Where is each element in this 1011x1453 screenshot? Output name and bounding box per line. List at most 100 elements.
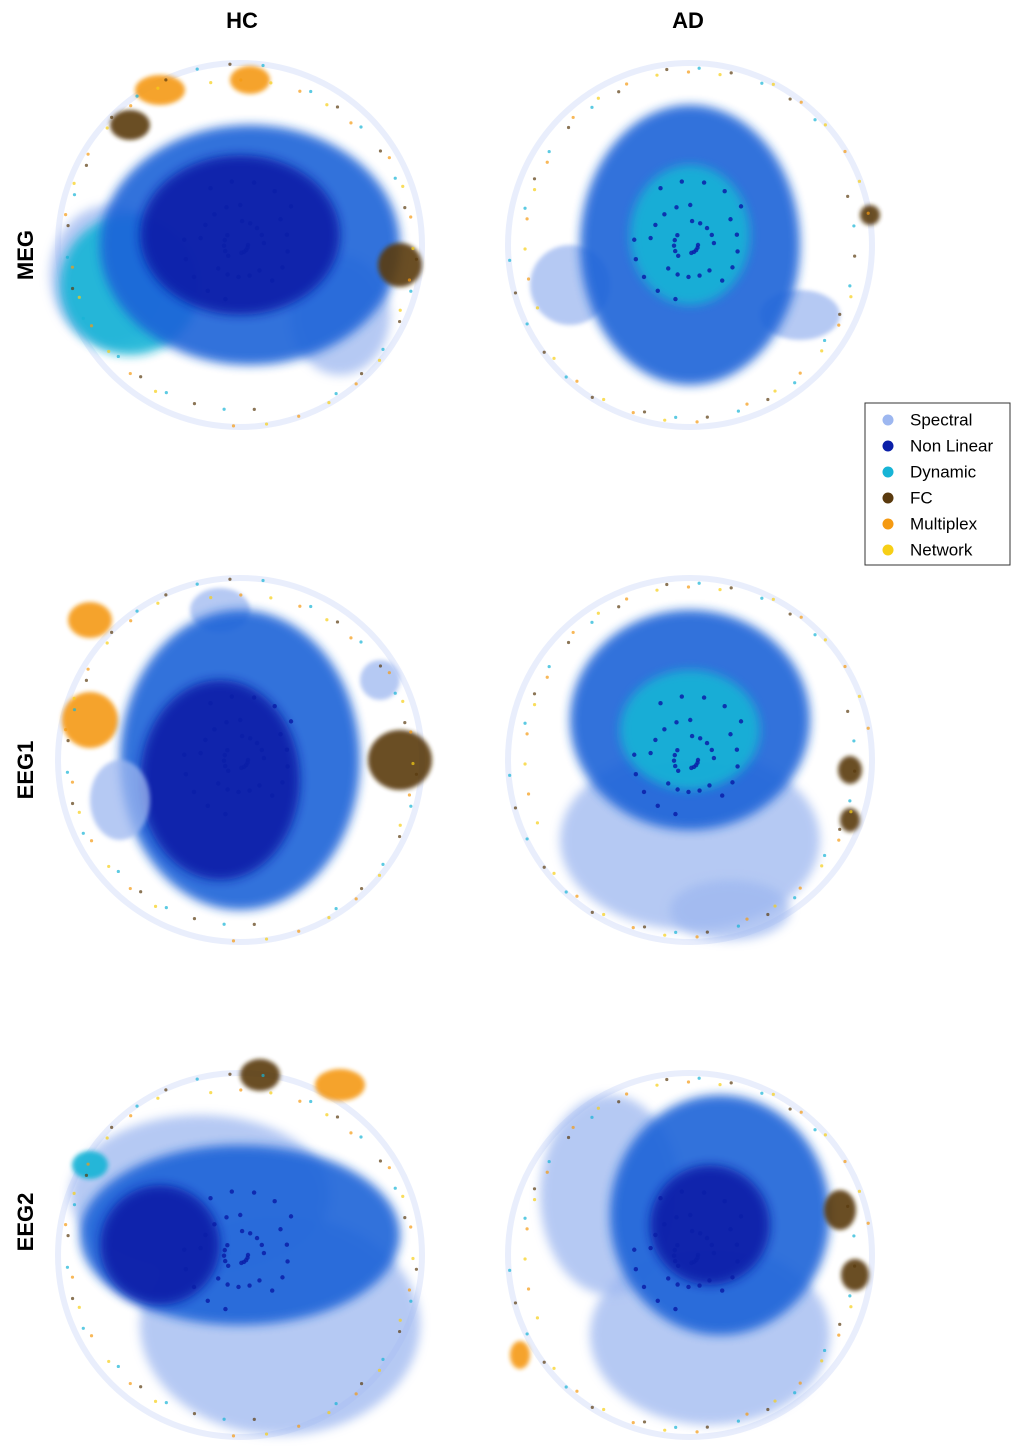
node	[523, 762, 526, 765]
node	[193, 917, 196, 920]
node	[656, 804, 660, 808]
legend-label: Dynamic	[910, 462, 977, 481]
node	[209, 596, 212, 599]
row-label: EEG1	[13, 741, 38, 800]
node	[260, 1243, 264, 1247]
node	[403, 1216, 406, 1219]
node	[536, 306, 539, 309]
node	[409, 730, 412, 733]
node	[674, 720, 678, 724]
node	[846, 195, 849, 198]
node	[673, 1307, 677, 1311]
node	[548, 665, 551, 668]
node-cluster	[650, 1165, 770, 1285]
node	[252, 180, 256, 184]
node	[379, 664, 382, 667]
node	[632, 411, 635, 414]
node	[409, 1300, 412, 1303]
node	[824, 123, 827, 126]
node	[648, 751, 652, 755]
node	[223, 1259, 227, 1263]
node	[523, 1257, 526, 1260]
node	[379, 1159, 382, 1162]
node	[514, 291, 517, 294]
node	[739, 204, 743, 208]
node	[381, 863, 384, 866]
node	[238, 203, 242, 207]
node	[720, 793, 724, 797]
node	[298, 90, 301, 93]
node	[523, 247, 526, 250]
node	[285, 1259, 289, 1263]
node	[674, 931, 677, 934]
node	[525, 217, 528, 220]
node	[164, 78, 167, 81]
node	[378, 359, 381, 362]
legend-label: Non Linear	[910, 436, 994, 455]
node	[760, 597, 763, 600]
node	[165, 906, 168, 909]
node	[737, 924, 740, 927]
node	[262, 756, 266, 760]
network-panel	[508, 1073, 872, 1437]
node	[675, 748, 679, 752]
node-cluster	[630, 165, 750, 305]
node	[129, 887, 132, 890]
node	[820, 1359, 823, 1362]
node	[253, 923, 256, 926]
node	[280, 780, 284, 784]
node	[265, 1432, 268, 1435]
node	[675, 1282, 679, 1286]
node	[800, 101, 803, 104]
node	[86, 1163, 89, 1166]
node	[285, 764, 289, 768]
node	[336, 1115, 339, 1118]
node	[707, 783, 711, 787]
node	[355, 897, 358, 900]
node	[837, 839, 840, 842]
node	[514, 1301, 517, 1304]
node	[184, 772, 188, 776]
node	[408, 278, 411, 281]
node	[135, 95, 138, 98]
node	[388, 156, 391, 159]
node	[73, 193, 76, 196]
node-cluster	[378, 243, 422, 287]
node	[675, 787, 679, 791]
node	[156, 1097, 159, 1100]
node	[720, 1288, 724, 1292]
node	[820, 349, 823, 352]
node	[533, 177, 536, 180]
node	[820, 864, 823, 867]
node	[82, 832, 85, 835]
node	[64, 728, 67, 731]
node	[739, 1214, 743, 1218]
node	[156, 87, 159, 90]
node	[867, 1222, 870, 1225]
node	[773, 389, 776, 392]
node	[666, 266, 670, 270]
node	[72, 182, 75, 185]
node	[228, 63, 231, 66]
node	[71, 287, 74, 290]
legend-marker	[883, 519, 894, 530]
node	[238, 1213, 242, 1217]
node	[401, 700, 404, 703]
node	[552, 357, 555, 360]
node	[617, 1100, 620, 1103]
node	[533, 1198, 536, 1201]
node	[223, 753, 227, 757]
node	[223, 297, 227, 301]
node	[309, 90, 312, 93]
node	[206, 1299, 210, 1303]
node	[705, 226, 709, 230]
node	[409, 290, 412, 293]
node	[280, 265, 284, 269]
node	[720, 278, 724, 282]
node	[690, 219, 694, 223]
node	[662, 727, 666, 731]
node	[411, 762, 414, 765]
node	[823, 854, 826, 857]
node	[90, 1334, 93, 1337]
node	[673, 1248, 677, 1252]
